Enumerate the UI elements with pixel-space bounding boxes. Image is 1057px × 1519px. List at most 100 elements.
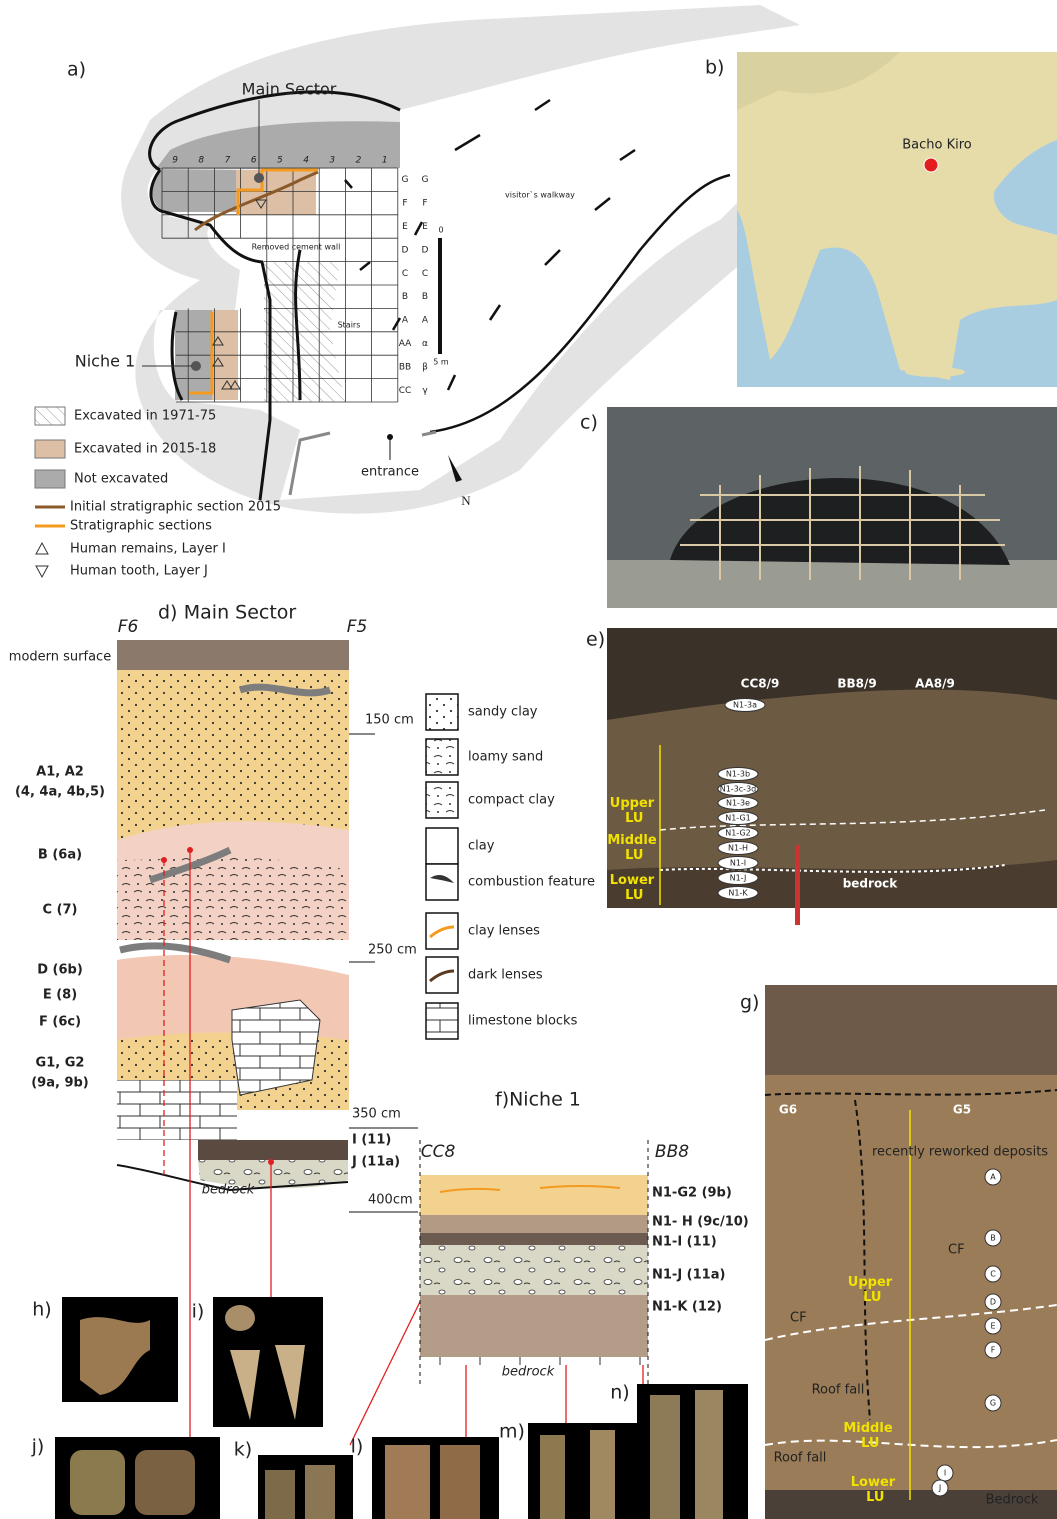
label: Excavated in 1971-75 (74, 409, 216, 424)
scale-stick (795, 845, 800, 925)
label: β (422, 362, 428, 372)
label: I (11) (352, 1133, 391, 1148)
tag-bubble (717, 811, 759, 825)
drawings (34, 5, 1057, 1519)
label: I (944, 1469, 946, 1478)
label: N1-G2 (725, 829, 751, 838)
label: N1-3c-3d (720, 785, 757, 794)
label: d) (158, 602, 177, 624)
label: Lower LU (851, 1475, 896, 1505)
legend-swatch (34, 439, 66, 459)
label: G6 (779, 1103, 797, 1117)
legend-swatch (425, 738, 459, 776)
label: J (11a) (351, 1155, 400, 1170)
label: Niche 1 (75, 352, 135, 371)
bone (385, 1445, 430, 1519)
label: visitor`s walkway (505, 190, 575, 200)
label: F (6c) (39, 1015, 81, 1030)
bone (590, 1430, 615, 1519)
label: N1-I (11) (652, 1235, 717, 1250)
cave-wall (170, 311, 184, 401)
label: N1-K (12) (652, 1300, 722, 1315)
legend-swatch (425, 827, 459, 865)
legend-swatch (35, 541, 49, 555)
legend-mark (429, 925, 455, 939)
layer-g2 (420, 1175, 648, 1215)
label: N1-G1 (725, 814, 751, 823)
label: 9 (172, 156, 178, 166)
layer-marker (984, 1265, 1002, 1283)
tag-bubble (717, 856, 759, 870)
tag-bubble (717, 886, 759, 900)
label: k) (234, 1439, 252, 1461)
label: N1-H (728, 844, 748, 853)
layer-i (198, 1140, 348, 1160)
label: BB8 (655, 1142, 689, 1162)
label: m) (499, 1421, 525, 1443)
label: C (7) (43, 903, 78, 918)
label: F5 (347, 617, 368, 637)
label: dark lenses (468, 968, 543, 983)
tooth (230, 1345, 305, 1420)
layer-j (420, 1245, 648, 1295)
label: 1 (382, 156, 388, 166)
map-land (737, 52, 1057, 380)
label: l) (351, 1436, 364, 1458)
label: bedrock (502, 1365, 555, 1380)
tooth (225, 1305, 255, 1331)
label: F (991, 1346, 996, 1355)
label: Human tooth, Layer J (70, 564, 208, 579)
legend-mark (429, 969, 455, 983)
legend (34, 406, 66, 579)
walkway-marks (344, 98, 636, 391)
boundary (764, 1439, 1057, 1449)
layer-marker (984, 1168, 1002, 1186)
legend-swatch (34, 469, 66, 489)
tag-bubble (724, 698, 766, 712)
label: 250 cm (368, 943, 417, 958)
layer-marker (984, 1341, 1002, 1359)
label: G (422, 175, 429, 185)
photo-floor (765, 1490, 1057, 1519)
label: E (8) (43, 988, 77, 1003)
label: D (990, 1298, 996, 1307)
label: Not excavated (74, 472, 168, 487)
label: Roof fall (774, 1451, 827, 1466)
layer-k (420, 1295, 648, 1357)
initial-section (194, 170, 319, 232)
section-point (191, 361, 201, 371)
layer-h (420, 1215, 648, 1233)
section-line (190, 312, 214, 395)
layer-marker (984, 1293, 1002, 1311)
bone (135, 1450, 195, 1515)
labels: 9 8 7 6 5 4 3 2 1G GF FE ED DC CB BA AAA αBB βCC γa)Main S… (9, 57, 1048, 1508)
label: N1-I (730, 859, 746, 868)
label: Middle LU (607, 833, 656, 863)
label: Main Sector (242, 80, 337, 99)
label: Excavated in 2015-18 (74, 442, 216, 457)
label: C (422, 269, 428, 279)
tag-bubble (717, 782, 759, 796)
label: Stratigraphic sections (70, 519, 212, 534)
layer-marker (931, 1479, 949, 1497)
label: A1, A2 (36, 765, 84, 780)
tag-bubble (717, 796, 759, 810)
label: 5 m (433, 358, 449, 367)
label: 0 (438, 226, 443, 235)
layer-i (420, 1233, 648, 1245)
entrance-wall (421, 430, 437, 437)
legend-swatch (425, 693, 459, 731)
label: G (990, 1399, 996, 1408)
label: clay (468, 839, 495, 854)
limestone-block (231, 999, 321, 1096)
bone (305, 1465, 335, 1519)
bedrock (420, 1357, 648, 1365)
legend-swatch (35, 565, 49, 579)
boundary (659, 809, 1046, 831)
boundary (854, 1099, 871, 1421)
clay-lens (439, 1185, 621, 1193)
label: 3 (329, 156, 335, 166)
legend-swatch (425, 1002, 459, 1040)
human-remains (212, 199, 267, 390)
label: A (422, 316, 429, 326)
